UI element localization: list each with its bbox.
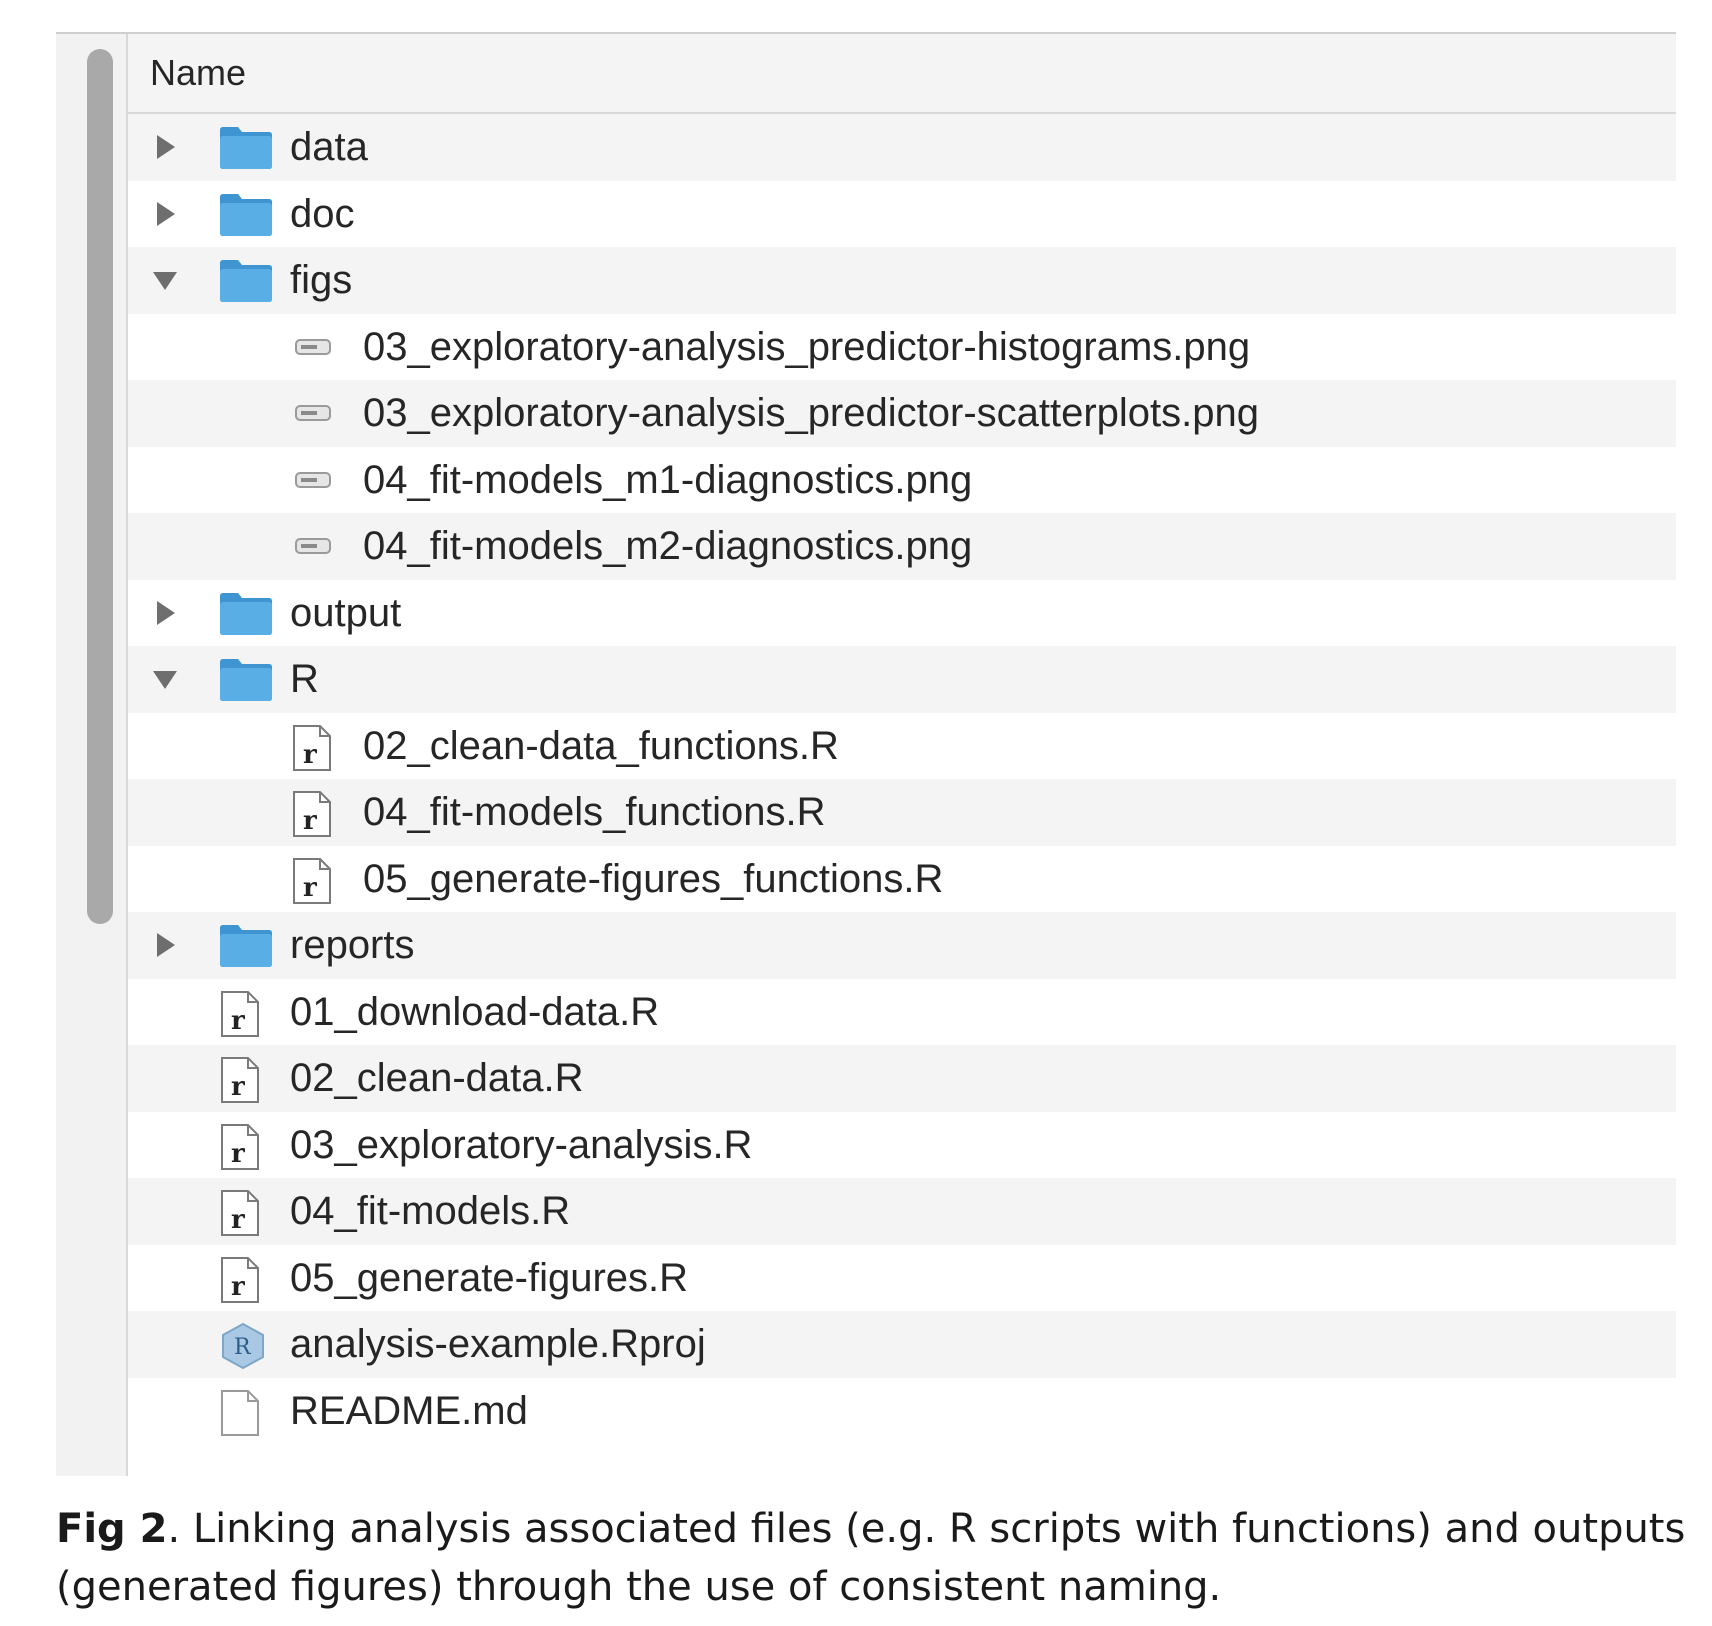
row-label: figs bbox=[290, 258, 353, 302]
row-label: 03_exploratory-analysis.R bbox=[290, 1122, 753, 1167]
caption-text: . Linking analysis associated files (e.g… bbox=[56, 1506, 1686, 1610]
vertical-scrollbar[interactable] bbox=[87, 49, 113, 924]
folder-icon bbox=[218, 124, 274, 175]
rproj-icon: R bbox=[218, 1321, 268, 1376]
folder-row[interactable]: data bbox=[128, 114, 1676, 181]
folder-row[interactable]: doc bbox=[128, 181, 1676, 248]
file-row[interactable]: 03_exploratory-analysis_predictor-scatte… bbox=[128, 380, 1676, 447]
disclosure-triangle-collapsed-icon[interactable] bbox=[148, 928, 182, 962]
file-row[interactable]: r 02_clean-data_functions.R bbox=[128, 713, 1676, 780]
r-script-icon: r bbox=[218, 1255, 262, 1310]
svg-text:r: r bbox=[231, 1272, 245, 1302]
caption-label: Fig 2 bbox=[56, 1506, 168, 1552]
row-label: 04_fit-models_m1-diagnostics.png bbox=[363, 457, 973, 502]
file-list-pane: Name data doc figs 03_exploratory-analysis_… bbox=[126, 34, 1676, 1476]
disclosure-triangle-collapsed-icon[interactable] bbox=[148, 130, 182, 164]
row-label: 04_fit-models_functions.R bbox=[363, 790, 826, 834]
svg-text:R: R bbox=[234, 1335, 252, 1360]
svg-text:r: r bbox=[231, 1205, 245, 1235]
r-script-icon: r bbox=[218, 1055, 262, 1110]
disclosure-triangle-expanded-icon[interactable] bbox=[148, 263, 182, 297]
row-label: 03_exploratory-analysis_predictor-scatte… bbox=[363, 391, 1260, 435]
svg-text:r: r bbox=[303, 740, 317, 770]
name-column-header[interactable]: Name bbox=[150, 52, 247, 93]
r-script-icon: r bbox=[290, 723, 334, 778]
document-icon bbox=[218, 1388, 262, 1443]
folder-row[interactable]: figs bbox=[128, 247, 1676, 314]
file-row[interactable]: r 05_generate-figures_functions.R bbox=[128, 846, 1676, 913]
file-row[interactable]: README.md bbox=[128, 1378, 1676, 1445]
r-script-icon: r bbox=[218, 1188, 262, 1243]
file-row[interactable]: 04_fit-models_m1-diagnostics.png bbox=[128, 447, 1676, 514]
image-file-icon bbox=[290, 457, 336, 508]
row-label: reports bbox=[290, 923, 415, 967]
row-label: README.md bbox=[290, 1388, 528, 1433]
file-rows: data doc figs 03_exploratory-analysis_predi… bbox=[128, 114, 1676, 1444]
file-row[interactable]: r 04_fit-models.R bbox=[128, 1178, 1676, 1245]
disclosure-triangle-expanded-icon[interactable] bbox=[148, 662, 182, 696]
file-row[interactable]: 03_exploratory-analysis_predictor-histog… bbox=[128, 314, 1676, 381]
folder-row[interactable]: R bbox=[128, 646, 1676, 713]
file-row[interactable]: 04_fit-models_m2-diagnostics.png bbox=[128, 513, 1676, 580]
folder-row[interactable]: output bbox=[128, 580, 1676, 647]
folder-icon bbox=[218, 922, 274, 973]
row-label: 05_generate-figures_functions.R bbox=[363, 856, 944, 901]
left-gutter bbox=[56, 34, 126, 1476]
svg-text:r: r bbox=[231, 1006, 245, 1036]
row-label: 02_clean-data.R bbox=[290, 1056, 584, 1100]
file-row[interactable]: r 02_clean-data.R bbox=[128, 1045, 1676, 1112]
svg-text:r: r bbox=[231, 1072, 245, 1102]
row-label: R bbox=[290, 657, 319, 701]
image-file-icon bbox=[290, 390, 336, 441]
svg-text:r: r bbox=[231, 1139, 245, 1169]
r-script-icon: r bbox=[218, 989, 262, 1044]
row-label: doc bbox=[290, 191, 355, 236]
row-label: 05_generate-figures.R bbox=[290, 1255, 689, 1300]
column-header[interactable]: Name bbox=[128, 34, 1676, 114]
r-script-icon: r bbox=[290, 856, 334, 911]
row-label: output bbox=[290, 590, 402, 635]
row-label: analysis-example.Rproj bbox=[290, 1322, 706, 1366]
row-label: 04_fit-models_m2-diagnostics.png bbox=[363, 524, 973, 568]
row-label: 04_fit-models.R bbox=[290, 1189, 571, 1233]
svg-text:r: r bbox=[303, 806, 317, 836]
image-file-icon bbox=[290, 523, 336, 574]
row-label: 03_exploratory-analysis_predictor-histog… bbox=[363, 324, 1251, 369]
folder-icon bbox=[218, 191, 274, 242]
image-file-icon bbox=[290, 324, 336, 375]
finder-window: Name data doc figs 03_exploratory-analysis_… bbox=[56, 32, 1676, 1476]
folder-icon bbox=[218, 590, 274, 641]
row-label: 02_clean-data_functions.R bbox=[363, 723, 839, 768]
disclosure-triangle-collapsed-icon[interactable] bbox=[148, 596, 182, 630]
svg-text:r: r bbox=[303, 873, 317, 903]
figure-caption: Fig 2. Linking analysis associated files… bbox=[56, 1500, 1686, 1616]
row-label: data bbox=[290, 125, 368, 169]
row-label: 01_download-data.R bbox=[290, 989, 660, 1034]
folder-icon bbox=[218, 656, 274, 707]
file-row[interactable]: r 01_download-data.R bbox=[128, 979, 1676, 1046]
r-script-icon: r bbox=[290, 789, 334, 844]
file-row[interactable]: r 03_exploratory-analysis.R bbox=[128, 1112, 1676, 1179]
folder-icon bbox=[218, 257, 274, 308]
disclosure-triangle-collapsed-icon[interactable] bbox=[148, 197, 182, 231]
r-script-icon: r bbox=[218, 1122, 262, 1177]
file-row[interactable]: r 04_fit-models_functions.R bbox=[128, 779, 1676, 846]
folder-row[interactable]: reports bbox=[128, 912, 1676, 979]
file-row[interactable]: r 05_generate-figures.R bbox=[128, 1245, 1676, 1312]
